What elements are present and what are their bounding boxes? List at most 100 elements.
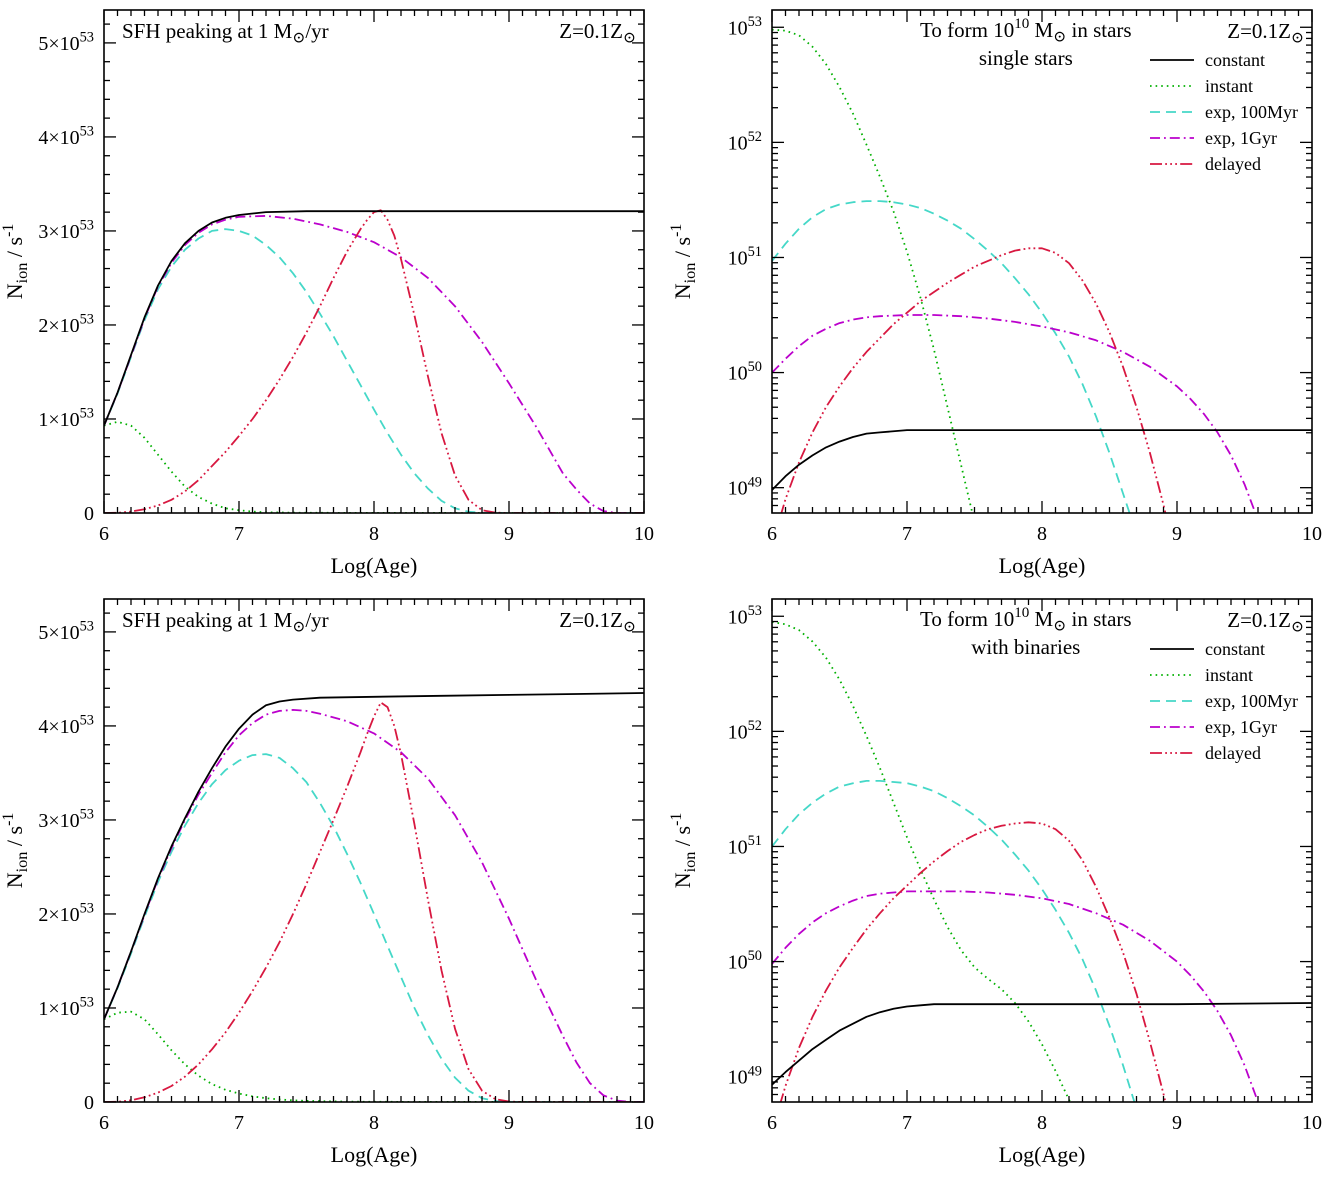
panel-subtitle: with binaries xyxy=(971,635,1080,659)
x-tick-label: 10 xyxy=(1302,1112,1322,1134)
x-tick-label: 6 xyxy=(99,1112,109,1134)
x-tick-label: 7 xyxy=(234,1112,244,1134)
y-tick-label: 3×1053 xyxy=(38,218,94,243)
legend-label-instant: instant xyxy=(1205,76,1253,96)
x-tick-label: 7 xyxy=(902,1112,912,1134)
y-tick-label: 1051 xyxy=(728,244,762,269)
axes-frame xyxy=(103,9,645,514)
y-tick-label: 5×1053 xyxy=(38,619,94,644)
x-tick-label: 8 xyxy=(1037,523,1047,545)
y-tick-label: 1053 xyxy=(728,14,762,39)
series-exp100 xyxy=(104,228,644,513)
y-tick-label: 2×1053 xyxy=(38,312,94,337)
y-tick-label: 3×1053 xyxy=(38,807,94,832)
y-tick-label: 4×1053 xyxy=(38,713,94,738)
panel-title-left: SFH peaking at 1 M⊙/yr xyxy=(122,19,329,47)
x-tick-label: 8 xyxy=(369,523,379,545)
series-constant xyxy=(104,210,644,426)
x-tick-label: 9 xyxy=(1172,1112,1182,1134)
x-tick-label: 9 xyxy=(504,1112,514,1134)
legend-label-exp1gyr: exp, 1Gyr xyxy=(1205,128,1277,148)
x-tick-label: 8 xyxy=(369,1112,379,1134)
y-tick-label: 1052 xyxy=(728,129,762,154)
series-exp100 xyxy=(772,200,1131,513)
y-tick-label: 2×1053 xyxy=(38,901,94,926)
y-tick-label: 4×1053 xyxy=(38,124,94,149)
x-tick-label: 7 xyxy=(234,523,244,545)
panel-title-right: Z=0.1Z⊙ xyxy=(559,608,636,636)
series-instant xyxy=(772,621,1072,1102)
x-tick-label: 9 xyxy=(504,523,514,545)
series-constant xyxy=(772,1002,1312,1086)
panel-title-right: Z=0.1Z⊙ xyxy=(1227,608,1304,636)
series-delayed xyxy=(779,821,1167,1102)
y-tick-label: 1051 xyxy=(728,833,762,858)
series-instant xyxy=(104,1010,644,1102)
x-tick-label: 8 xyxy=(1037,1112,1047,1134)
x-tick-label: 7 xyxy=(902,523,912,545)
y-tick-label: 0 xyxy=(84,1092,94,1114)
legend-label-exp100: exp, 100Myr xyxy=(1205,691,1298,711)
series-layer xyxy=(772,621,1312,1102)
chart-panel-bottom-left: 6 7 8 9 10 0 1×1053 2×1053 3×1053 4×1053 5×1053 Log… xyxy=(0,598,654,1167)
series-exp100 xyxy=(772,780,1136,1102)
x-tick-label: 10 xyxy=(1302,523,1322,545)
y-axis-label: Nion / s-1 xyxy=(668,813,699,889)
x-axis-label: Log(Age) xyxy=(999,1142,1086,1167)
axes-frame xyxy=(103,598,645,1103)
axis-ticks xyxy=(103,599,645,1103)
series-delayed xyxy=(780,247,1167,513)
y-tick-label: 1050 xyxy=(728,359,762,384)
y-tick-label: 1049 xyxy=(728,1063,762,1088)
y-tick-label: 1052 xyxy=(728,718,762,743)
axis-ticks xyxy=(103,10,645,514)
legend-label-exp100: exp, 100Myr xyxy=(1205,102,1298,122)
series-exp1gyr xyxy=(772,314,1257,513)
panel-title-left: SFH peaking at 1 M⊙/yr xyxy=(122,608,329,636)
legend-label-delayed: delayed xyxy=(1205,154,1261,174)
series-exp1gyr xyxy=(104,215,644,513)
x-axis-label: Log(Age) xyxy=(331,553,418,578)
y-tick-label: 1×1053 xyxy=(38,995,94,1020)
series-exp100 xyxy=(104,753,644,1102)
panel-title-center: To form 1010 M⊙ in stars xyxy=(920,16,1132,45)
series-exp1gyr xyxy=(772,890,1259,1102)
series-layer xyxy=(104,692,644,1102)
panel-title-right: Z=0.1Z⊙ xyxy=(1227,19,1304,47)
axis-ticks xyxy=(771,599,1313,1102)
legend-label-delayed: delayed xyxy=(1205,743,1261,763)
series-layer xyxy=(104,209,644,513)
series-constant xyxy=(104,692,644,1020)
x-tick-label: 9 xyxy=(1172,523,1182,545)
x-tick-label: 6 xyxy=(767,1112,777,1134)
y-tick-label: 1053 xyxy=(728,603,762,628)
x-tick-label: 6 xyxy=(99,523,109,545)
x-axis-label: Log(Age) xyxy=(331,1142,418,1167)
y-axis-label: Nion / s-1 xyxy=(0,813,31,889)
chart-panel-top-left: 6 7 8 9 10 0 1×1053 2×1053 3×1053 4×1053 5×1053 Log… xyxy=(0,9,654,578)
y-tick-label: 1050 xyxy=(728,948,762,973)
legend-label-exp1gyr: exp, 1Gyr xyxy=(1205,717,1277,737)
series-instant xyxy=(104,420,644,513)
panel-title-right: Z=0.1Z⊙ xyxy=(559,19,636,47)
y-axis-label: Nion / s-1 xyxy=(668,224,699,300)
y-axis-label: Nion / s-1 xyxy=(0,224,31,300)
series-constant xyxy=(772,429,1312,491)
axis-ticks xyxy=(771,10,1313,513)
panel-title-center: To form 1010 M⊙ in stars xyxy=(920,605,1132,634)
legend-label-instant: instant xyxy=(1205,665,1253,685)
x-axis-label: Log(Age) xyxy=(999,553,1086,578)
series-layer xyxy=(772,28,1312,513)
y-tick-label: 1×1053 xyxy=(38,406,94,431)
chart-panel-top-right: 6 7 8 9 10 1049 1050 1051 1052 1053 Log(Age) Nion /… xyxy=(668,9,1322,578)
chart-panel-bottom-right: 6 7 8 9 10 1049 1050 1051 1052 1053 Log(Age) Nion /… xyxy=(668,598,1322,1167)
panel-subtitle: single stars xyxy=(979,46,1073,70)
x-tick-label: 10 xyxy=(634,1112,654,1134)
series-exp1gyr xyxy=(104,709,644,1102)
y-tick-label: 5×1053 xyxy=(38,30,94,55)
y-tick-label: 0 xyxy=(84,503,94,525)
series-instant xyxy=(772,28,974,513)
legend-label-constant: constant xyxy=(1205,639,1265,659)
x-tick-label: 6 xyxy=(767,523,777,545)
